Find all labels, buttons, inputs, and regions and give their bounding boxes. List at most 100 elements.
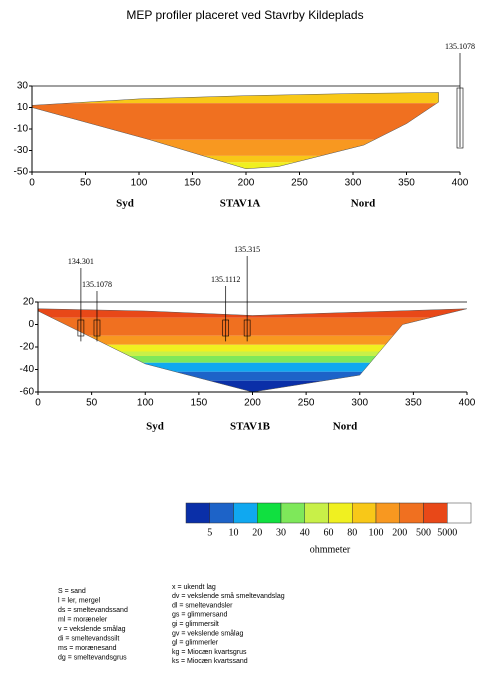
legend-item: gi = glimmersilt: [172, 621, 219, 628]
x-tick-label: 200: [238, 178, 255, 189]
x-tick-label: 250: [291, 178, 308, 189]
x-tick-label: 400: [459, 398, 476, 409]
x-tick-label: 50: [86, 398, 98, 409]
legend-item: dl = smeltevandsler: [172, 602, 233, 609]
colorbar-swatch: [209, 502, 234, 524]
colorbar-label: 40: [300, 527, 310, 538]
y-tick-label: -30: [14, 145, 29, 156]
colorbar-swatch: [280, 502, 305, 524]
colorbar-label: 10: [229, 527, 239, 538]
x-tick-label: 300: [345, 178, 362, 189]
y-tick-label: -20: [20, 342, 35, 353]
borehole-log: [77, 319, 85, 337]
borehole-label: 135.1078: [445, 42, 475, 51]
borehole-log: [243, 319, 251, 337]
colorbar-swatch: [257, 502, 282, 524]
x-tick-label: 150: [191, 398, 208, 409]
resistivity-band: [32, 162, 439, 169]
section-label: Nord: [333, 421, 357, 433]
figure-title: MEP profiler placeret ved Stavrby Kildep…: [126, 8, 363, 22]
legend-item: ms = morænesand: [58, 645, 117, 652]
colorbar-swatch: [375, 502, 400, 524]
legend-item: ks = Miocæn kvartssand: [172, 658, 248, 665]
colorbar-title: ohmmeter: [310, 544, 351, 555]
x-tick-label: 0: [29, 178, 35, 189]
legend-item: di = smeltevandssilt: [58, 635, 119, 642]
section-fill: [38, 308, 467, 392]
section-label: STAV1B: [230, 421, 271, 433]
x-tick-label: 100: [131, 178, 148, 189]
colorbar-label: 100: [369, 527, 384, 538]
y-tick-label: -10: [14, 124, 29, 135]
section-label: Syd: [146, 421, 164, 433]
resistivity-band: [32, 92, 439, 104]
legend-item: ds = smeltevandssand: [58, 607, 128, 614]
legend-item: v = vekslende smålag: [58, 625, 126, 633]
section-label: STAV1A: [220, 198, 261, 210]
colorbar-label: 60: [324, 527, 334, 538]
resistivity-band: [38, 371, 467, 381]
colorbar-swatch: [233, 502, 258, 524]
resistivity-band: [32, 139, 439, 156]
colorbar-label: 30: [276, 527, 286, 538]
colorbar-swatch: [399, 502, 424, 524]
colorbar-swatch: [423, 502, 448, 524]
legend-item: kg = Miocæn kvartsgrus: [172, 649, 247, 656]
section-label: Syd: [116, 198, 134, 210]
resistivity-band: [38, 356, 467, 363]
borehole-label: 135.1078: [82, 280, 112, 289]
colorbar-label: 5: [207, 527, 212, 538]
legend-item: l = ler, mergel: [58, 597, 101, 604]
borehole-log: [93, 319, 101, 337]
legend-item: dv = vekslende små smeltevandslag: [172, 592, 285, 600]
x-tick-label: 350: [405, 398, 422, 409]
legend-item: x = ukendt lag: [172, 584, 216, 591]
borehole-label: 134.301: [68, 257, 94, 266]
x-tick-label: 400: [452, 178, 469, 189]
resistivity-band: [38, 351, 467, 356]
legend-item: gv = vekslende smålag: [172, 629, 244, 637]
legend-item: ml = moræneler: [58, 616, 108, 623]
colorbar-swatch: [304, 502, 329, 524]
colorbar-label: 500: [416, 527, 431, 538]
legend-item: gs = glimmersand: [172, 612, 228, 619]
x-tick-label: 200: [244, 398, 261, 409]
colorbar-swatch: [352, 502, 377, 524]
section-label: Nord: [351, 198, 375, 210]
y-tick-label: -50: [14, 167, 29, 178]
colorbar-label: 200: [392, 527, 407, 538]
x-tick-label: 0: [35, 398, 41, 409]
y-tick-label: -40: [20, 364, 35, 375]
y-tick-label: 0: [28, 319, 34, 330]
legend-item: S = sand: [58, 588, 86, 595]
resistivity-band: [38, 317, 467, 336]
resistivity-band: [38, 335, 467, 345]
x-tick-label: 50: [80, 178, 92, 189]
y-tick-label: -60: [20, 387, 35, 398]
legend-item: gl = glimmerler: [172, 640, 219, 647]
resistivity-band: [38, 344, 467, 352]
x-tick-label: 100: [137, 398, 154, 409]
x-tick-label: 150: [184, 178, 201, 189]
resistivity-band: [32, 103, 439, 140]
resistivity-band: [32, 155, 439, 163]
y-tick-label: 20: [23, 297, 35, 308]
colorbar-swatch: [328, 502, 353, 524]
borehole-label: 135.315: [234, 245, 260, 254]
legend-item: dg = smeltevandsgrus: [58, 654, 127, 661]
colorbar-label: 5000: [437, 527, 457, 538]
resistivity-band: [38, 380, 467, 392]
y-tick-label: 10: [17, 102, 29, 113]
borehole-log: [222, 319, 229, 337]
x-tick-label: 250: [298, 398, 315, 409]
colorbar-swatch: [185, 502, 210, 524]
colorbar-label: 80: [347, 527, 357, 538]
colorbar-label: 20: [252, 527, 262, 538]
y-tick-label: 30: [17, 81, 29, 92]
section-outline: [31, 92, 439, 170]
resistivity-band: [38, 362, 467, 372]
x-tick-label: 350: [398, 178, 415, 189]
x-tick-label: 300: [351, 398, 368, 409]
borehole-log: [456, 87, 464, 149]
